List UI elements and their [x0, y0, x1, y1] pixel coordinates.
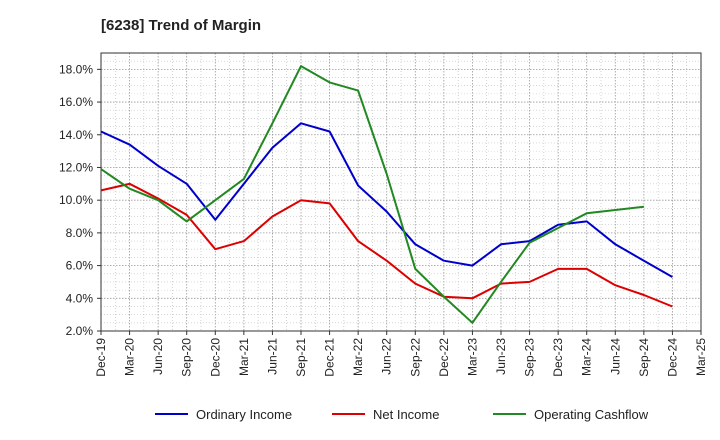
- y-tick-label: 4.0%: [66, 291, 94, 305]
- x-tick-label: Dec-20: [208, 338, 222, 377]
- y-tick-label: 16.0%: [59, 95, 93, 109]
- legend-label-ordinary-income: Ordinary Income: [196, 407, 292, 422]
- grid-lines: [101, 53, 701, 331]
- x-tick-label: Mar-20: [123, 338, 137, 376]
- x-tick-label: Sep-24: [637, 338, 651, 377]
- x-tick-label: Dec-21: [323, 338, 337, 377]
- x-tick-label: Mar-24: [580, 338, 594, 376]
- x-tick-label: Sep-21: [294, 338, 308, 377]
- y-tick-label: 18.0%: [59, 62, 93, 76]
- x-tick-label: Jun-20: [151, 338, 165, 375]
- y-tick-label: 12.0%: [59, 160, 93, 174]
- y-tick-label: 8.0%: [66, 226, 94, 240]
- x-tick-label: Dec-19: [94, 338, 108, 377]
- x-tick-label: Dec-23: [551, 338, 565, 377]
- legend-label-operating-cashflow: Operating Cashflow: [534, 407, 649, 422]
- x-tick-label: Mar-25: [694, 338, 708, 376]
- x-tick-label: Jun-22: [380, 338, 394, 375]
- series-line-operating-cashflow: [100, 65, 645, 324]
- chart-title: [6238] Trend of Margin: [101, 17, 261, 34]
- x-tick-label: Jun-21: [265, 338, 279, 375]
- x-tick-label: Mar-23: [465, 338, 479, 376]
- y-axis-ticks: 2.0% 4.0% 6.0% 8.0% 10.0% 12.0% 14.0% 16.0% 18.0…: [59, 62, 101, 338]
- y-tick-label: 10.0%: [59, 193, 93, 207]
- x-axis-ticks: Dec-19 Mar-20 Jun-20 Sep-20 Dec-20 Mar-21 Jun-…: [94, 331, 708, 377]
- legend-label-net-income: Net Income: [373, 407, 439, 422]
- x-tick-label: Dec-24: [665, 338, 679, 377]
- x-tick-label: Mar-21: [237, 338, 251, 376]
- x-tick-label: Jun-24: [608, 338, 622, 375]
- x-tick-label: Dec-22: [437, 338, 451, 377]
- y-tick-label: 2.0%: [66, 324, 94, 338]
- x-tick-label: Sep-22: [408, 338, 422, 377]
- x-tick-label: Mar-22: [351, 338, 365, 376]
- x-tick-label: Sep-23: [523, 338, 537, 377]
- series-line-ordinary-income: [100, 122, 673, 278]
- y-tick-label: 6.0%: [66, 259, 94, 273]
- y-tick-label: 14.0%: [59, 128, 93, 142]
- series-lines: [100, 65, 673, 324]
- series-line-net-income: [100, 182, 673, 308]
- x-tick-label: Jun-23: [494, 338, 508, 375]
- plot-area-frame: [100, 52, 702, 332]
- x-tick-label: Sep-20: [180, 338, 194, 377]
- legend: Ordinary Income Net Income Operating Cashf…: [155, 407, 649, 422]
